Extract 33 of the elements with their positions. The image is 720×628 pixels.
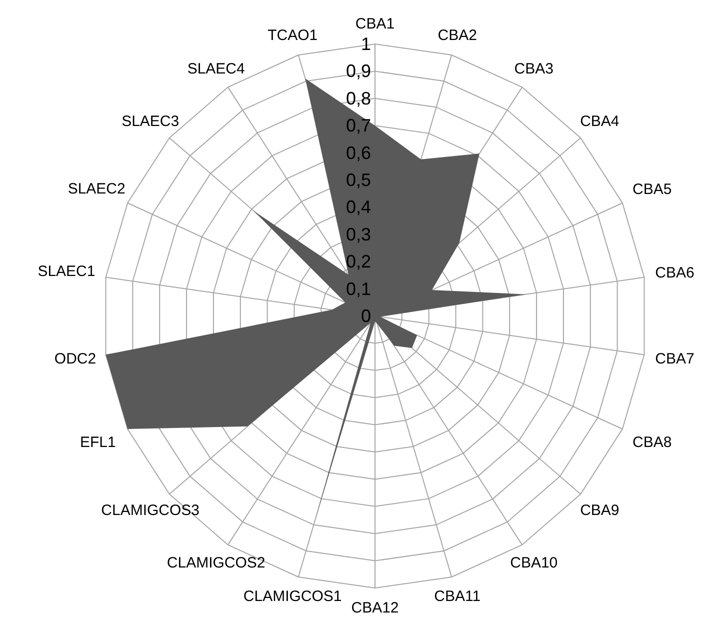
y-tick-label: 0,2	[346, 252, 371, 272]
spoke-label: CBA2	[438, 26, 477, 44]
spoke-label: CBA11	[434, 588, 481, 606]
spoke-label: CBA8	[632, 434, 672, 452]
spoke-label: SLAEC2	[68, 180, 126, 198]
spoke-label: CBA5	[632, 180, 672, 198]
y-tick-label: 0,9	[346, 61, 371, 82]
y-tick-label: 0,6	[346, 142, 371, 163]
spoke-label: CLAMIGCOS3	[101, 502, 200, 520]
spoke-label: CLAMIGCOS1	[243, 588, 342, 606]
spoke-label: CBA3	[514, 60, 554, 78]
y-tick-label: 1	[360, 34, 371, 54]
y-tick-label: 0,8	[346, 88, 371, 108]
y-tick-label: 0,7	[346, 116, 371, 136]
spoke-label: CBA1	[355, 16, 395, 32]
spoke-label: CBA4	[580, 112, 620, 130]
spoke-label: SLAEC4	[187, 60, 245, 78]
spoke-label: SLAEC1	[38, 263, 96, 280]
y-tick-label: 0,5	[346, 170, 371, 190]
spoke-label: CBA7	[655, 350, 694, 368]
y-tick-label: 0,1	[346, 278, 371, 299]
spoke-label: SLAEC3	[122, 112, 180, 130]
spoke-label: CBA6	[655, 264, 694, 282]
spoke-label: CBA12	[351, 600, 399, 616]
spoke-label: TCAO1	[268, 26, 318, 44]
spoke-label: CLAMIGCOS2	[166, 554, 266, 572]
spoke-label: CBA10	[510, 554, 558, 572]
y-tick-label: 0,3	[346, 224, 371, 244]
y-tick-label: 0,4	[346, 197, 371, 218]
spoke-label: ODC2	[54, 350, 96, 368]
y-tick-label: 0	[360, 306, 371, 326]
spoke-label: EFL1	[80, 434, 116, 452]
spoke-label: CBA9	[580, 502, 620, 520]
